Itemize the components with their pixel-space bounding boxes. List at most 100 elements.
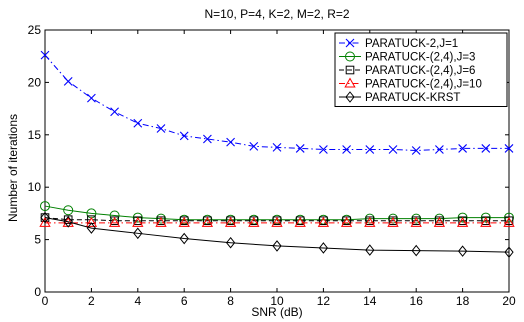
data-point: [480, 212, 491, 223]
data-point: [504, 144, 514, 153]
data-point: [63, 76, 73, 86]
data-point: [109, 210, 120, 221]
legend-entry: PARATUCK-(2,4),J=10: [339, 77, 482, 91]
data-point: [156, 124, 166, 133]
legend-label: PARATUCK-(2,4),J=10: [365, 79, 482, 91]
data-point: [364, 216, 376, 227]
series-line: [44, 205, 509, 221]
data-point: [85, 216, 98, 227]
x-tick-label: 18: [456, 294, 470, 308]
y-tick-label: 20: [28, 75, 42, 89]
y-tick-label: 15: [28, 128, 42, 142]
series-5: [40, 211, 514, 258]
data-point: [435, 145, 444, 154]
data-point: [480, 216, 492, 227]
x-tick-label: 20: [502, 294, 516, 308]
x-tick-label: 10: [270, 294, 284, 308]
y-tick-label: 5: [34, 233, 41, 247]
legend-entry: PARATUCK-(2,4),J=6: [339, 65, 475, 77]
data-point: [411, 213, 422, 224]
data-point: [317, 216, 330, 227]
data-point: [504, 212, 514, 223]
x-tick-label: 14: [363, 294, 377, 308]
legend-marker: [345, 65, 355, 75]
legend-box: [334, 32, 508, 107]
legend-marker: [345, 91, 355, 103]
legend-label: PARATUCK-(2,4),J=3: [365, 52, 475, 64]
data-point: [365, 145, 375, 154]
data-point: [178, 216, 190, 227]
chart-title: N=10, P=4, K=2, M=2, R=2: [204, 7, 349, 21]
y-tick-label: 25: [28, 23, 42, 37]
data-point: [179, 232, 189, 245]
x-tick-label: 2: [88, 294, 95, 308]
y-axis-label: Number of iterations: [6, 114, 20, 222]
legend-entry: PARATUCK-(2,4),J=3: [339, 51, 475, 64]
data-point: [457, 212, 468, 223]
data-point: [133, 118, 143, 128]
data-point: [63, 215, 73, 228]
data-point: [503, 216, 515, 227]
data-point: [87, 93, 96, 103]
data-point: [40, 50, 50, 60]
data-point: [271, 216, 283, 227]
data-point: [110, 107, 119, 117]
data-point: [319, 145, 328, 154]
data-point: [342, 145, 351, 154]
data-point: [156, 213, 166, 224]
series-line: [44, 217, 509, 222]
x-tick-label: 16: [410, 294, 424, 308]
data-point: [457, 245, 468, 257]
y-tick-label: 0: [34, 285, 41, 299]
legend-entry: PARATUCK-2,J=1: [339, 38, 458, 50]
data-point: [411, 146, 421, 155]
data-point: [63, 205, 74, 216]
data-point: [294, 216, 306, 227]
data-point: [411, 244, 421, 257]
data-point: [387, 216, 399, 227]
data-point: [40, 201, 50, 212]
legend-label: PARATUCK-(2,4),J=6: [365, 65, 475, 77]
y-tick-label: 10: [28, 180, 42, 194]
data-point: [201, 216, 214, 227]
data-point: [132, 212, 143, 223]
data-point: [249, 141, 259, 151]
data-point: [272, 142, 282, 152]
legend-marker: [345, 38, 355, 48]
data-point: [388, 145, 398, 154]
legend-marker: [344, 77, 356, 88]
data-point: [86, 222, 97, 234]
series-1: [40, 50, 514, 155]
data-point: [295, 144, 305, 153]
legend: PARATUCK-2,J=1PARATUCK-(2,4),J=3PARATUCK…: [334, 32, 508, 107]
data-point: [458, 144, 467, 153]
data-point: [226, 137, 235, 147]
series-line: [44, 217, 510, 253]
data-point: [108, 216, 121, 227]
data-point: [179, 131, 189, 141]
data-point: [433, 216, 446, 227]
data-point: [481, 144, 491, 153]
x-tick-label: 12: [317, 294, 331, 308]
x-tick-label: 0: [42, 294, 49, 308]
y-axis: 0 5 10 15 20 25: [28, 23, 509, 299]
data-point: [133, 227, 143, 240]
x-tick-label: 8: [227, 294, 234, 308]
data-point: [155, 216, 167, 227]
data-point: [132, 216, 144, 227]
x-axis: 0 2 4 6 8 10 12 14 16 18 20: [42, 30, 516, 308]
data-point: [225, 236, 236, 249]
legend-label: PARATUCK-2,J=1: [365, 38, 458, 50]
data-point: [272, 240, 282, 252]
series-group: [39, 50, 515, 258]
data-point: [39, 216, 51, 227]
x-tick-label: 4: [134, 294, 141, 308]
data-point: [340, 216, 353, 227]
data-point: [203, 134, 212, 144]
data-point: [40, 211, 50, 224]
data-point: [318, 242, 329, 254]
data-point: [248, 216, 260, 227]
data-point: [456, 216, 469, 227]
data-point: [410, 216, 422, 227]
